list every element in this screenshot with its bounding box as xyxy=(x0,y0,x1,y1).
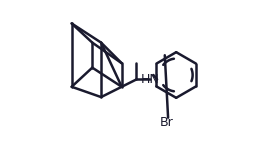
Text: HN: HN xyxy=(141,73,160,86)
Text: Br: Br xyxy=(160,116,174,129)
